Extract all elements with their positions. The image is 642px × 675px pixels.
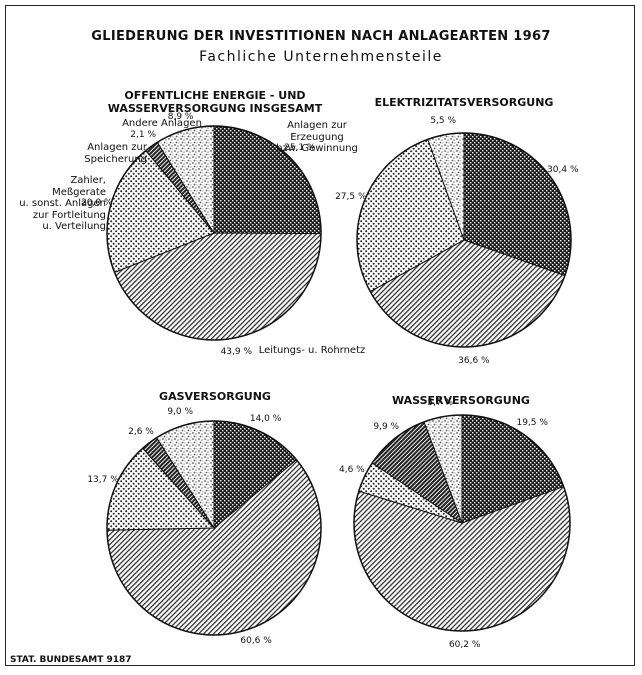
- value-label: 27,5 %: [335, 192, 367, 203]
- value-label: 9,9 %: [373, 422, 400, 433]
- category-label: Leitungs- u. Rohrnetz: [258, 345, 366, 356]
- value-label: 60,6 %: [240, 636, 272, 647]
- pie-title: GASVERSORGUNG: [159, 390, 271, 403]
- value-label: 5,7 %: [427, 397, 454, 408]
- category-label: Anlagen zur Speicherung: [84, 142, 147, 165]
- value-label: 14,0 %: [249, 413, 282, 424]
- pie-title: OFFENTLICHE ENERGIE - UND WASSERVERSORGU…: [107, 89, 323, 115]
- subtitle: Fachliche Unternehmensteile: [199, 49, 443, 65]
- pie-title: ELEKTRIZITATSVERSORGUNG: [374, 96, 554, 109]
- category-label: Zahler, Meßgerate u. sonst. Anlagen zur …: [19, 175, 106, 232]
- value-label: 43,9 %: [220, 346, 253, 357]
- value-label: 25,1 %: [284, 142, 316, 153]
- value-label: 9,0 %: [167, 406, 194, 417]
- title: GLIEDERUNG DER INVESTITIONEN NACH ANLAGE…: [91, 29, 551, 44]
- value-label: 20,0 %: [81, 197, 113, 208]
- category-label: Andere Anlagen: [122, 118, 202, 129]
- pie-title: WASSERVERSORGUNG: [392, 394, 530, 407]
- pie-outline: [106, 125, 322, 341]
- value-label: 36,6 %: [458, 355, 490, 366]
- value-label: 8,9 %: [167, 111, 194, 122]
- value-label: 2,6 %: [128, 426, 154, 437]
- value-label: 13,7 %: [87, 474, 119, 485]
- value-label: 30,4 %: [547, 164, 579, 175]
- pie-outline: [353, 414, 571, 632]
- pie-outline: [356, 132, 572, 348]
- pie-outline: [106, 420, 322, 636]
- value-label: 19,5 %: [516, 418, 548, 429]
- value-label: 5,5 %: [430, 115, 457, 126]
- value-label: 4,6 %: [339, 465, 365, 476]
- value-label: 60,2 %: [448, 639, 481, 650]
- frame: [5, 5, 635, 666]
- source: STAT. BUNDESAMT 9187: [10, 655, 132, 665]
- value-label: 2,1 %: [130, 129, 157, 140]
- category-label: Anlagen zur Erzeugung bzw. Gewinnung: [276, 120, 358, 154]
